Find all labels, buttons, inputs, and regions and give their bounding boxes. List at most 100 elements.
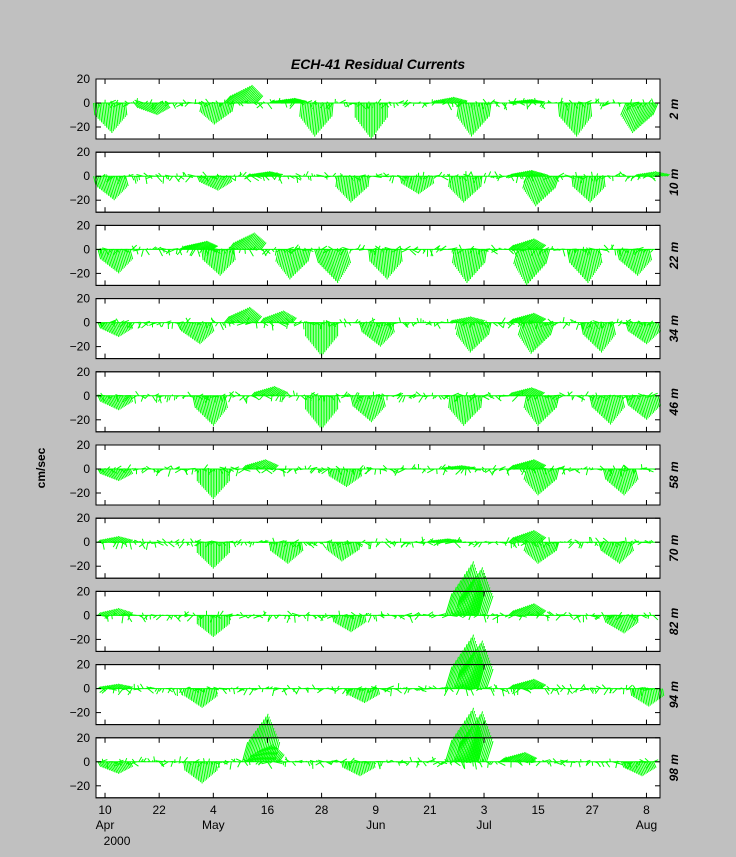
current-stick: [381, 249, 385, 276]
current-stick: [244, 395, 250, 401]
current-stick: [112, 536, 118, 543]
current-stick: [238, 307, 249, 323]
current-stick: [519, 605, 529, 616]
current-stick: [113, 683, 120, 689]
y-tick-label: −20: [70, 559, 91, 573]
current-stick: [532, 461, 541, 470]
current-stick: [395, 392, 402, 397]
current-stick: [567, 688, 571, 695]
current-stick: [529, 249, 538, 282]
current-stick: [455, 322, 460, 335]
current-stick: [100, 395, 105, 404]
current-stick: [200, 102, 204, 114]
current-event: [508, 312, 547, 324]
current-stick: [107, 395, 113, 407]
current-event: [625, 322, 662, 345]
current-stick: [600, 176, 603, 191]
current-stick: [537, 172, 543, 177]
current-stick: [536, 615, 539, 619]
current-stick: [189, 688, 193, 702]
current-stick: [307, 249, 312, 262]
current-stick: [590, 176, 594, 200]
current-stick: [608, 395, 614, 422]
current-stick: [661, 173, 666, 177]
y-tick-label: −20: [70, 486, 91, 500]
current-stick: [245, 395, 248, 404]
current-stick: [647, 688, 651, 706]
current-stick: [548, 542, 553, 557]
current-stick: [364, 468, 372, 475]
current-stick: [508, 391, 513, 397]
current-stick: [253, 172, 259, 177]
current-event: [192, 395, 228, 426]
current-stick: [350, 395, 354, 407]
current-stick: [244, 87, 256, 104]
current-stick: [614, 249, 617, 256]
current-stick: [281, 390, 287, 397]
current-stick: [178, 541, 185, 549]
current-stick: [341, 615, 345, 629]
current-stick: [96, 176, 101, 189]
current-stick: [206, 176, 212, 188]
current-stick: [369, 249, 373, 264]
current-stick: [220, 249, 224, 273]
current-event: [508, 529, 547, 543]
current-stick: [123, 176, 128, 188]
current-stick: [371, 395, 377, 418]
current-stick: [438, 395, 442, 400]
current-stick: [466, 646, 479, 689]
current-stick: [377, 245, 381, 250]
current-stick: [438, 98, 444, 104]
current-stick: [555, 542, 560, 552]
current-stick: [140, 615, 146, 623]
panel-plot-area: [95, 590, 661, 652]
current-stick: [116, 608, 123, 616]
current-stick: [119, 761, 125, 772]
current-stick: [508, 464, 515, 470]
current-stick: [519, 532, 529, 543]
current-stick: [327, 542, 331, 552]
current-event: [97, 761, 134, 774]
current-stick: [314, 249, 320, 264]
current-stick: [596, 322, 603, 353]
current-stick: [123, 685, 128, 689]
panel-depth-label: 70 m: [667, 534, 681, 562]
current-stick: [469, 322, 476, 327]
current-stick: [533, 534, 542, 543]
current-stick: [229, 761, 232, 770]
current-stick: [644, 172, 649, 177]
current-stick: [536, 322, 544, 349]
current-stick: [161, 538, 167, 543]
current-stick: [181, 538, 185, 543]
current-stick: [198, 395, 204, 416]
current-stick: [123, 610, 128, 616]
current-stick: [529, 542, 534, 557]
current-event: [196, 615, 230, 637]
current-stick: [519, 240, 529, 250]
current-stick: [614, 468, 620, 491]
current-stick: [282, 98, 292, 104]
current-stick: [124, 468, 129, 477]
current-stick: [614, 542, 621, 564]
current-stick: [537, 542, 544, 564]
current-stick: [366, 761, 370, 772]
current-stick: [522, 679, 533, 689]
y-tick-label: 0: [83, 316, 90, 330]
current-stick: [118, 536, 124, 543]
current-stick: [478, 541, 483, 548]
current-stick: [141, 468, 149, 474]
current-stick: [103, 761, 109, 770]
current-stick: [399, 176, 403, 184]
current-stick: [231, 102, 235, 112]
current-stick: [646, 761, 651, 772]
current-stick: [464, 468, 467, 476]
current-stick: [346, 615, 350, 632]
current-stick: [543, 322, 550, 342]
current-stick: [516, 241, 525, 250]
current-stick: [642, 172, 648, 177]
current-stick: [550, 688, 555, 695]
current-stick: [235, 309, 245, 323]
current-stick: [206, 102, 211, 119]
